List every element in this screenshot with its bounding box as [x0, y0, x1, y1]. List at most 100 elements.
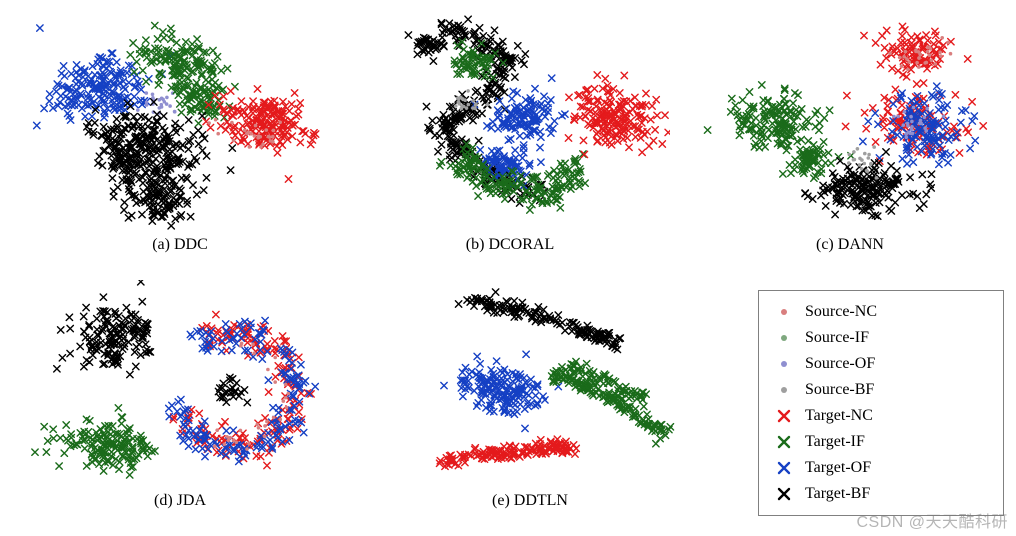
target_if-x: [177, 77, 183, 83]
source_bf-dot: [466, 89, 470, 93]
source_bf-dot: [471, 99, 475, 103]
source_nc-dot: [227, 439, 231, 443]
target_of-x: [517, 133, 523, 139]
target_bf-x: [92, 120, 98, 126]
target_of-x: [549, 75, 555, 81]
target_if-x: [760, 103, 766, 109]
target_nc-x: [965, 56, 971, 62]
target_bf-x: [441, 43, 447, 49]
target_bf-x: [86, 359, 92, 365]
target_of-x: [192, 446, 198, 452]
target_nc-x: [264, 341, 270, 347]
scatter-jda: [30, 280, 330, 490]
source_bf-dot: [852, 150, 856, 154]
target_if-x: [792, 156, 798, 162]
target_if-x: [761, 122, 767, 128]
target_if-x: [728, 109, 734, 115]
target_of-x: [522, 425, 528, 431]
target_nc-x: [254, 86, 260, 92]
target_of-x: [474, 353, 480, 359]
target_nc-x: [580, 137, 586, 143]
target_nc-x: [632, 94, 638, 100]
target_if-x: [820, 139, 826, 145]
target_of-x: [890, 101, 896, 107]
target_bf-x: [923, 191, 929, 197]
source_of-dot: [910, 120, 914, 124]
source_nc-dot: [915, 61, 919, 65]
scatter-ddc: [30, 8, 330, 238]
target_nc-x: [272, 338, 278, 344]
scatter-ddtln: [370, 280, 690, 490]
source_nc-dot: [938, 50, 942, 54]
target_if-x: [218, 68, 224, 74]
target_bf-x: [109, 175, 115, 181]
target_bf-x: [199, 147, 205, 153]
legend-row-target-if: Target-IF: [769, 429, 991, 455]
target_if-x: [131, 69, 137, 75]
target_bf-x: [562, 327, 568, 333]
source_nc-dot: [898, 56, 902, 60]
target_bf-x: [81, 364, 87, 370]
target_if-x: [127, 472, 133, 478]
target_nc-x: [293, 113, 299, 119]
target_of-x: [460, 393, 466, 399]
target_bf-x: [54, 366, 60, 372]
source_bf-dot: [872, 145, 876, 149]
target_bf-x: [120, 331, 126, 337]
target_of-x: [942, 124, 948, 130]
source_nc-dot: [265, 128, 269, 132]
target_nc-x: [842, 123, 848, 129]
target_if-x: [529, 201, 535, 207]
target_bf-x: [199, 113, 205, 119]
panel-dcoral: (b) DCORAL: [350, 8, 670, 238]
target_bf-x: [81, 313, 87, 319]
target_of-x: [89, 113, 95, 119]
target_nc-x: [289, 101, 295, 107]
target_bf-x: [832, 211, 838, 217]
source_nc-dot: [230, 121, 234, 125]
target_if-x: [557, 205, 563, 211]
target_if-x: [57, 435, 63, 441]
target_of-x: [61, 73, 67, 79]
target_nc-x: [213, 311, 219, 317]
target_of-x: [199, 445, 205, 451]
legend-row-source-nc: Source-NC: [769, 299, 991, 325]
caption-dann: (c) DANN: [700, 236, 1000, 254]
legend-row-target-of: Target-OF: [769, 455, 991, 481]
target_if-x: [739, 97, 745, 103]
target_bf-x: [142, 114, 148, 120]
target_nc-x: [274, 150, 280, 156]
target_if-x: [641, 403, 647, 409]
source_bf-dot: [865, 170, 869, 174]
legend-row-source-bf: Source-BF: [769, 377, 991, 403]
source_bf-dot: [471, 106, 475, 110]
target_bf-x: [101, 124, 107, 130]
source_nc-dot: [904, 50, 908, 54]
source_nc-dot: [928, 46, 932, 50]
caption-ddtln: (e) DDTLN: [370, 492, 690, 510]
target_bf-x: [555, 312, 561, 318]
source_bf-dot: [858, 163, 862, 167]
target_if-x: [729, 95, 735, 101]
target_of-x: [202, 453, 208, 459]
source_of-dot: [168, 104, 172, 108]
target_of-x: [218, 348, 224, 354]
source_nc-dot: [917, 56, 921, 60]
target_if-x: [140, 67, 146, 73]
target_if-x: [212, 80, 218, 86]
source_nc-dot: [284, 396, 288, 400]
target_of-x: [899, 156, 905, 162]
source_nc-dot: [215, 428, 219, 432]
target_if-x: [756, 145, 762, 151]
target_bf-x: [138, 280, 144, 285]
target_bf-x: [81, 328, 87, 334]
target_if-x: [751, 133, 757, 139]
target_of-x: [175, 399, 181, 405]
target_if-x: [160, 29, 166, 35]
target_nc-x: [662, 112, 668, 118]
target_bf-x: [892, 199, 898, 205]
target_of-x: [185, 443, 191, 449]
target_nc-x: [265, 389, 271, 395]
source_bf-dot: [474, 102, 478, 106]
target_if-x: [183, 39, 189, 45]
